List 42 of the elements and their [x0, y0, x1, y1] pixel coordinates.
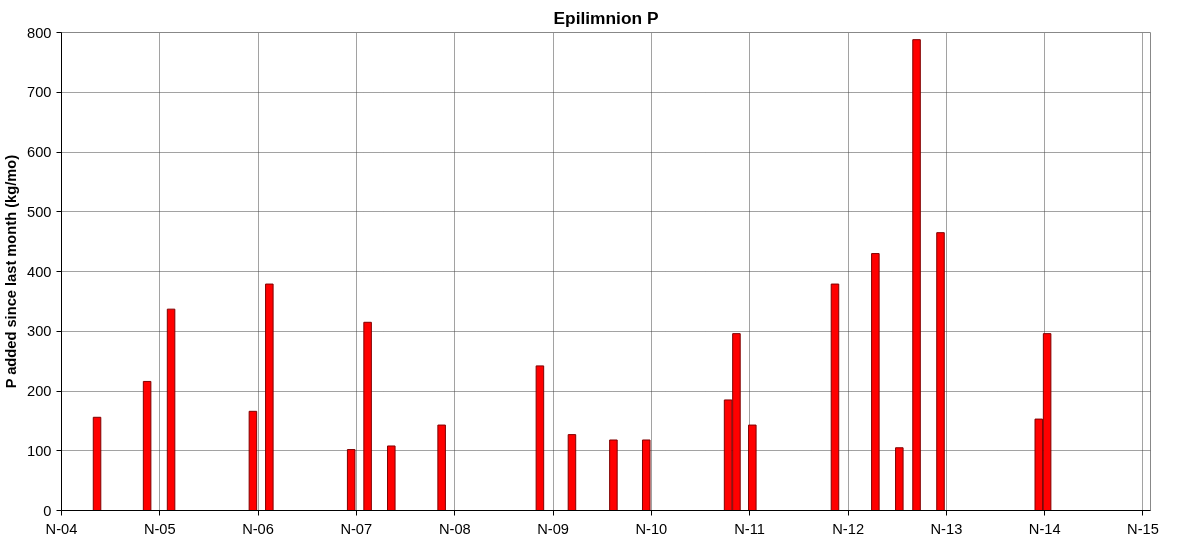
bar [641, 439, 651, 511]
bar [142, 380, 152, 511]
bar [363, 321, 372, 511]
x-tick-label: N-09 [537, 520, 569, 537]
bar [871, 253, 880, 511]
x-tick-label: N-10 [635, 520, 668, 537]
bar [166, 308, 176, 511]
y-tick-label: 200 [27, 383, 52, 399]
bar [830, 283, 840, 511]
bar [346, 449, 356, 511]
bar [265, 283, 274, 511]
bar [936, 232, 945, 511]
y-tick-label: 300 [27, 323, 52, 340]
x-tick-label: N-08 [438, 520, 471, 537]
bar [912, 39, 921, 511]
bar [248, 410, 258, 511]
bar [609, 439, 618, 511]
bar [92, 416, 102, 511]
chart-title: Epilimnion P [553, 7, 659, 28]
bar [535, 365, 545, 511]
y-tick-label: 800 [27, 24, 52, 41]
x-tick-label: N-13 [930, 520, 963, 537]
x-tick-label: N-15 [1127, 520, 1159, 537]
bar [387, 445, 396, 511]
x-tick-label: N-05 [143, 520, 176, 537]
bar [895, 447, 904, 511]
x-tick-label: N-04 [45, 520, 78, 537]
y-tick-label: 700 [27, 84, 52, 101]
x-tick-label: N-07 [340, 520, 373, 537]
x-tick-label: N-12 [832, 520, 865, 537]
bar [748, 424, 757, 511]
bar [437, 424, 446, 511]
y-tick-label: 100 [27, 442, 52, 459]
y-tick-label: 500 [27, 203, 52, 220]
x-tick-label: N-14 [1028, 520, 1061, 537]
y-tick-label: 600 [27, 144, 52, 160]
y-tick-label: 0 [43, 502, 52, 519]
x-tick-label: N-11 [734, 520, 765, 537]
y-axis-title: P added since last month (kg/mo) [3, 154, 20, 389]
y-tick-label: 400 [27, 263, 52, 280]
x-tick-label: N-06 [242, 520, 274, 537]
bar [567, 434, 577, 511]
